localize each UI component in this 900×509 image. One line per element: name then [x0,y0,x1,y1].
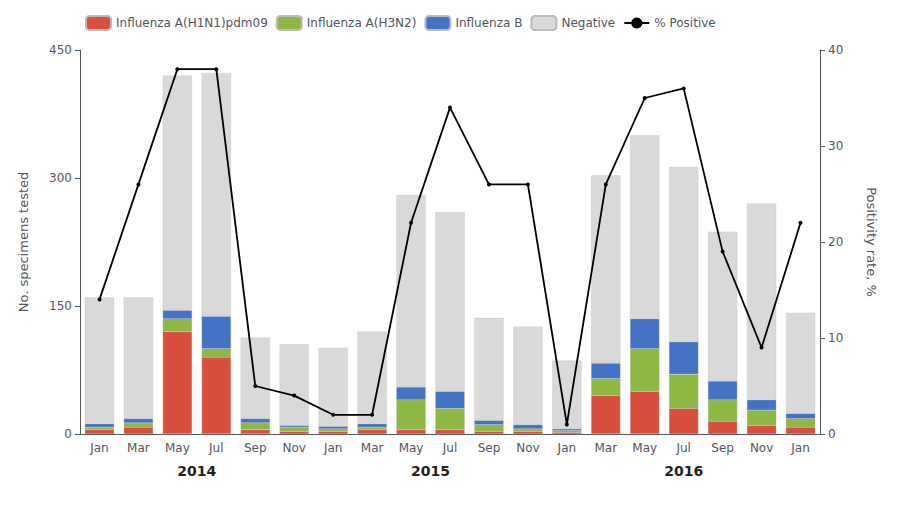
svg-text:Nov: Nov [516,441,539,455]
svg-text:Jan: Jan [557,441,577,455]
svg-text:May: May [399,441,424,455]
svg-text:0: 0 [828,427,836,441]
svg-text:Jul: Jul [208,441,223,455]
svg-text:Positivity rate, %: Positivity rate, % [864,187,879,297]
svg-text:Jan: Jan [89,441,109,455]
svg-text:Jul: Jul [675,441,690,455]
svg-text:450: 450 [49,43,72,57]
svg-text:Influenza A(H1N1)pdm09: Influenza A(H1N1)pdm09 [116,16,268,30]
svg-text:Nov: Nov [282,441,305,455]
svg-text:Mar: Mar [127,441,150,455]
svg-text:% Positive: % Positive [654,16,715,30]
svg-text:Influenza B: Influenza B [455,16,522,30]
svg-text:Nov: Nov [750,441,773,455]
svg-text:20: 20 [828,235,843,249]
svg-text:May: May [632,441,657,455]
svg-text:Jul: Jul [442,441,457,455]
svg-text:0: 0 [64,427,72,441]
svg-text:Mar: Mar [361,441,384,455]
svg-text:Jan: Jan [790,441,810,455]
svg-text:2014: 2014 [177,463,216,479]
svg-text:2015: 2015 [411,463,450,479]
svg-text:40: 40 [828,43,843,57]
svg-text:Sep: Sep [711,441,734,455]
svg-text:May: May [165,441,190,455]
svg-text:Negative: Negative [561,16,615,30]
svg-text:10: 10 [828,331,843,345]
svg-text:150: 150 [49,299,72,313]
svg-text:Sep: Sep [478,441,501,455]
svg-text:Mar: Mar [594,441,617,455]
svg-text:No. specimens tested: No. specimens tested [16,172,31,313]
svg-text:2016: 2016 [664,463,703,479]
svg-text:300: 300 [49,171,72,185]
svg-text:Jan: Jan [323,441,343,455]
svg-text:30: 30 [828,139,843,153]
svg-text:Influenza A(H3N2): Influenza A(H3N2) [307,16,417,30]
svg-text:Sep: Sep [244,441,267,455]
